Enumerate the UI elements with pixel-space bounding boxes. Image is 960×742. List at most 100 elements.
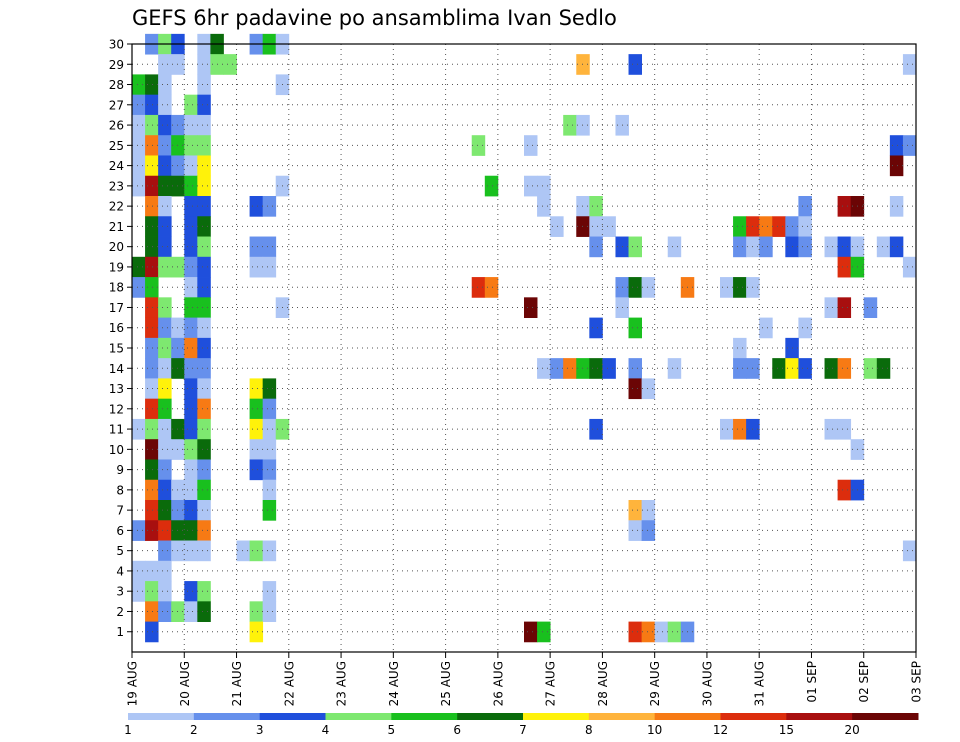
x-tick-label: 23 AUG bbox=[335, 661, 349, 706]
heatmap-cell bbox=[197, 418, 211, 440]
heatmap-cell bbox=[197, 74, 211, 96]
heatmap-cell bbox=[184, 358, 198, 379]
heatmap-cell bbox=[184, 540, 198, 562]
heatmap-cell bbox=[249, 378, 264, 400]
y-tick-label: 6 bbox=[116, 524, 124, 538]
heatmap-cell bbox=[197, 439, 211, 460]
heatmap-cell bbox=[132, 74, 146, 96]
heatmap-cell bbox=[837, 236, 852, 258]
x-tick-label: 26 AUG bbox=[491, 661, 505, 706]
heatmap-cell bbox=[158, 256, 172, 278]
heatmap-cell bbox=[550, 216, 564, 237]
heatmap-cell bbox=[733, 418, 747, 440]
heatmap-cell bbox=[197, 358, 211, 379]
heatmap-cell bbox=[184, 500, 198, 521]
heatmap-cell bbox=[197, 540, 211, 562]
heatmap-cell bbox=[641, 520, 656, 541]
heatmap-cell bbox=[262, 479, 277, 501]
legend-swatch bbox=[852, 713, 919, 720]
heatmap-cell bbox=[145, 236, 159, 258]
heatmap-cell bbox=[641, 500, 656, 521]
y-tick-label: 7 bbox=[116, 504, 124, 518]
heatmap-cell bbox=[184, 337, 198, 359]
heatmap-cell bbox=[184, 236, 198, 258]
heatmap-cell bbox=[145, 601, 159, 622]
heatmap-cell bbox=[733, 337, 747, 359]
heatmap-cell bbox=[145, 358, 159, 379]
heatmap-cell bbox=[249, 459, 264, 481]
heatmap-cell bbox=[667, 358, 682, 379]
heatmap-cell bbox=[249, 621, 264, 643]
y-tick-label: 20 bbox=[109, 240, 124, 254]
heatmap-cell bbox=[158, 74, 172, 96]
heatmap-cell bbox=[537, 196, 551, 217]
heatmap-cell bbox=[249, 398, 264, 420]
x-tick-label: 30 AUG bbox=[700, 661, 714, 706]
heatmap-cell bbox=[132, 581, 146, 602]
heatmap-cell bbox=[145, 418, 159, 440]
heatmap-cell bbox=[628, 500, 642, 521]
heatmap-cell bbox=[145, 297, 159, 318]
heatmap-cell bbox=[249, 439, 264, 460]
y-tick-label: 1 bbox=[116, 625, 124, 639]
heatmap-cell bbox=[902, 256, 917, 278]
y-tick-label: 13 bbox=[109, 382, 124, 396]
heatmap-cell bbox=[197, 216, 211, 237]
heatmap-cell bbox=[145, 398, 159, 420]
y-tick-label: 14 bbox=[109, 362, 124, 376]
heatmap-cell bbox=[262, 581, 277, 602]
heatmap-cell bbox=[145, 378, 159, 400]
heatmap-cell bbox=[158, 236, 172, 258]
y-tick-label: 8 bbox=[116, 483, 124, 497]
heatmap-cell bbox=[145, 560, 159, 582]
heatmap-cell bbox=[223, 54, 237, 75]
heatmap-cell bbox=[158, 418, 172, 440]
heatmap-cell bbox=[158, 520, 172, 541]
heatmap-cell bbox=[602, 216, 616, 237]
legend-swatch bbox=[128, 713, 195, 720]
y-tick-label: 29 bbox=[109, 58, 124, 72]
heatmap-cell bbox=[158, 500, 172, 521]
heatmap-cell bbox=[759, 317, 773, 339]
heatmap-cell bbox=[145, 114, 159, 136]
heatmap-cell bbox=[197, 317, 211, 339]
x-tick-label: 20 AUG bbox=[178, 661, 192, 706]
heatmap-cell bbox=[158, 196, 172, 217]
heatmap-cell bbox=[158, 94, 172, 116]
heatmap-cell bbox=[145, 175, 159, 197]
heatmap-cell bbox=[197, 520, 211, 541]
y-tick-label: 17 bbox=[109, 301, 124, 315]
heatmap-cell bbox=[158, 459, 172, 481]
y-tick-label: 4 bbox=[116, 564, 124, 578]
heatmap-cell bbox=[589, 358, 603, 379]
heatmap-cell bbox=[197, 54, 211, 75]
heatmap-cell bbox=[524, 135, 538, 156]
heatmap-cell bbox=[158, 358, 172, 379]
heatmap-cell bbox=[184, 479, 198, 501]
heatmap-cell bbox=[197, 114, 211, 136]
heatmap-cell bbox=[589, 236, 603, 258]
heatmap-cell bbox=[132, 114, 146, 136]
heatmap-cell bbox=[158, 317, 172, 339]
heatmap-cell bbox=[158, 601, 172, 622]
y-tick-label: 18 bbox=[109, 281, 124, 295]
x-tick-label: 01 SEP bbox=[805, 661, 819, 703]
heatmap-cell bbox=[249, 540, 264, 562]
chart-title: GEFS 6hr padavine po ansamblima Ivan Sed… bbox=[132, 6, 617, 30]
heatmap-cell bbox=[197, 581, 211, 602]
legend-swatch bbox=[523, 713, 590, 720]
heatmap-cell bbox=[184, 297, 198, 318]
heatmap-cell bbox=[772, 216, 786, 237]
y-tick-label: 25 bbox=[109, 139, 124, 153]
heatmap-cell bbox=[184, 459, 198, 481]
heatmap-cell bbox=[145, 196, 159, 217]
heatmap-cell bbox=[197, 175, 211, 197]
heatmap-cell bbox=[628, 378, 642, 400]
heatmap-cell bbox=[641, 621, 656, 643]
y-tick-label: 28 bbox=[109, 78, 124, 92]
heatmap-cell bbox=[184, 398, 198, 420]
x-tick-label: 24 AUG bbox=[387, 661, 401, 706]
x-tick-label: 02 SEP bbox=[857, 661, 871, 703]
heatmap-cell bbox=[262, 459, 277, 481]
cells-layer bbox=[132, 33, 917, 643]
